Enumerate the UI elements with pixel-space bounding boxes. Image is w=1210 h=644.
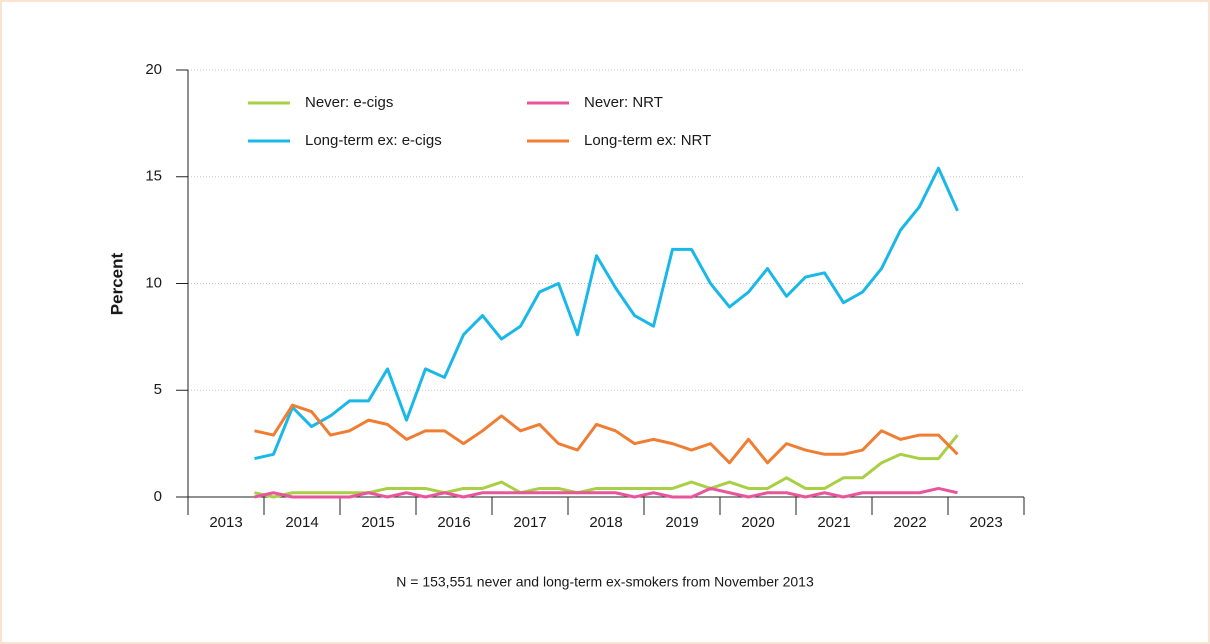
x-tick-label: 2016 xyxy=(437,514,470,531)
y-tick-label: 15 xyxy=(145,168,162,185)
legend-label: Long-term ex: e-cigs xyxy=(305,132,442,149)
series-line xyxy=(254,166,959,461)
legend-label: Long-term ex: NRT xyxy=(584,132,711,149)
y-tick-label: 20 xyxy=(145,61,162,78)
x-tick-label: 2017 xyxy=(513,514,546,531)
x-tick-label: 2013 xyxy=(209,514,242,531)
legend-label: Never: NRT xyxy=(584,94,663,111)
x-tick-label: 2021 xyxy=(817,514,850,531)
y-tick-label: 10 xyxy=(145,274,162,291)
y-tick-label: 0 xyxy=(154,488,162,505)
y-tick-label: 5 xyxy=(154,381,162,398)
x-tick-label: 2014 xyxy=(285,514,318,531)
series-line xyxy=(254,403,959,465)
x-tick-label: 2018 xyxy=(589,514,622,531)
x-tick-label: 2022 xyxy=(893,514,926,531)
legend-label: Never: e-cigs xyxy=(305,94,393,111)
x-tick-label: 2019 xyxy=(665,514,698,531)
x-tick-label: 2015 xyxy=(361,514,394,531)
y-axis-label: Percent xyxy=(107,252,126,315)
x-tick-label: 2023 xyxy=(969,514,1002,531)
footnote: N = 153,551 never and long-term ex-smoke… xyxy=(396,574,814,590)
x-tick-label: 2020 xyxy=(741,514,774,531)
series-line xyxy=(254,486,958,499)
